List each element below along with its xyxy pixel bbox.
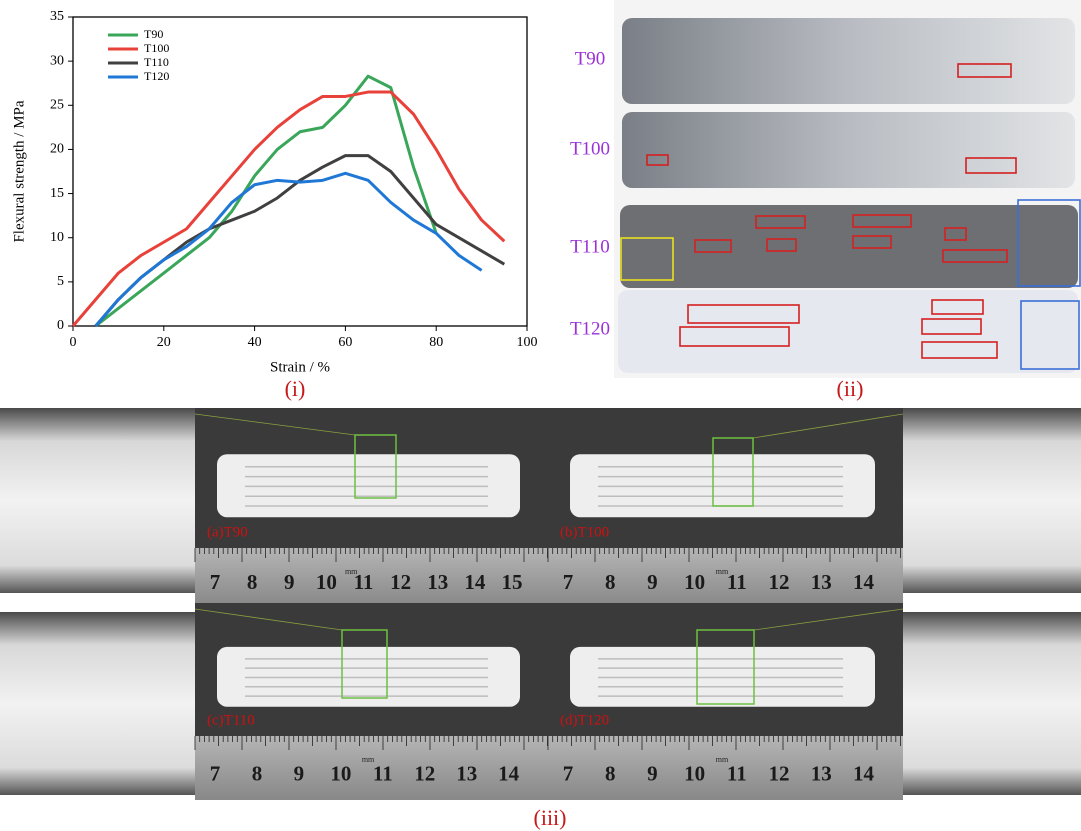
photo-label: (c)T110 [207, 712, 255, 728]
ruler-number: 12 [769, 761, 790, 785]
series-line [94, 171, 483, 327]
x-tick-label: 20 [157, 335, 171, 350]
ruler-number: 10 [684, 570, 705, 594]
defect-boxes [646, 63, 1017, 359]
ruler-number: 8 [247, 570, 258, 594]
ruler-number: 15 [502, 570, 523, 594]
zoom-box [696, 629, 755, 705]
panel-label: (i) [285, 376, 306, 401]
ruler-number: 14 [853, 570, 875, 594]
ruler-number: 9 [294, 761, 305, 785]
sample-strip [620, 205, 1078, 288]
zoom-box [712, 437, 754, 507]
ruler-number: 7 [210, 570, 221, 594]
legend-label: T120 [144, 69, 169, 83]
ruler-number: 10 [330, 761, 351, 785]
ruler-number: 7 [563, 570, 574, 594]
y-tick-label: 0 [57, 318, 64, 333]
highlight-box [620, 237, 674, 281]
ruler-number: 8 [252, 761, 263, 785]
ruler-number: 11 [354, 570, 374, 594]
ruler [548, 736, 903, 800]
ruler-number: 14 [498, 761, 520, 785]
x-tick-label: 80 [429, 335, 443, 350]
ruler-number: 7 [563, 761, 574, 785]
sample-strip [622, 112, 1075, 188]
ruler [548, 548, 903, 606]
ruler-number: 13 [811, 570, 832, 594]
ruler-number: 9 [284, 570, 295, 594]
photo-label: (d)T120 [560, 712, 609, 728]
ruler-number: 11 [373, 761, 393, 785]
ruler-number: 14 [853, 761, 875, 785]
ruler [195, 548, 548, 606]
crop-photo [0, 612, 195, 795]
ruler-number: 8 [605, 761, 616, 785]
zoom-box [354, 434, 397, 499]
crop-photo [0, 408, 195, 593]
ruler-number: 10 [316, 570, 337, 594]
zoom-box [341, 629, 388, 699]
ruler [195, 736, 548, 800]
ruler-unit: mm [345, 567, 358, 576]
x-tick-label: 60 [338, 335, 352, 350]
legend-label: T100 [144, 41, 169, 55]
y-tick-label: 35 [50, 9, 64, 24]
series-line [94, 74, 438, 328]
sample-label: T90 [575, 48, 606, 69]
ruler-number: 13 [456, 761, 477, 785]
y-tick-label: 25 [50, 98, 64, 113]
panel-label: (iii) [534, 805, 567, 830]
sample-label: T110 [570, 236, 609, 257]
highlight-box [1020, 300, 1080, 370]
chart: 0 20 40 60 80 100 0 5 10 15 20 25 30 35 Strain / % Flex… [11, 9, 537, 375]
y-tick-label: 30 [50, 53, 64, 68]
legend-label: T110 [144, 55, 169, 69]
zoom-line [753, 608, 904, 631]
sample-label: T100 [570, 138, 610, 159]
ruler-number: 12 [414, 761, 435, 785]
ruler-unit: mm [716, 567, 729, 576]
x-tick-label: 0 [70, 335, 77, 350]
x-axis-title: Strain / % [270, 359, 330, 375]
y-tick-label: 20 [50, 142, 64, 157]
sample-strip [618, 290, 1078, 373]
ruler-number: 13 [427, 570, 448, 594]
zoom-line [752, 413, 904, 439]
ruler-number: 12 [769, 570, 790, 594]
ruler-number: 9 [647, 570, 658, 594]
x-tick-label: 100 [517, 335, 538, 350]
ruler-number: 7 [210, 761, 221, 785]
y-axis-title: Flexural strength / MPa [11, 100, 27, 242]
zoom-line [194, 608, 343, 631]
zoom-line [194, 413, 356, 436]
ruler-number: 10 [684, 761, 705, 785]
y-tick-label: 10 [50, 230, 64, 245]
plot-frame [72, 16, 528, 327]
ruler-number: 14 [464, 570, 486, 594]
ruler-number: 13 [811, 761, 832, 785]
sample-label: T120 [570, 318, 610, 339]
ruler-number: 11 [727, 570, 747, 594]
photo-panel: (a)T90 mm 7 8 9 10 11 12 13 14 15 (b)T100 mm 7 8 9 10 11 1… [0, 408, 1081, 800]
highlight-box [1017, 199, 1081, 287]
ruler-unit: mm [716, 755, 729, 764]
ruler-number: 8 [605, 570, 616, 594]
y-tick-label: 5 [57, 274, 64, 289]
panel-label: (ii) [837, 376, 864, 401]
y-tick-label: 15 [50, 186, 64, 201]
ruler-unit: mm [362, 755, 375, 764]
ruler-number: 9 [647, 761, 658, 785]
ruler-number: 11 [727, 761, 747, 785]
series-line [71, 90, 506, 327]
crop-photo [903, 408, 1081, 593]
crop-photo [903, 612, 1081, 795]
x-tick-label: 40 [248, 335, 262, 350]
sample-strip [622, 18, 1075, 104]
legend-label: T90 [144, 27, 163, 41]
photo-label: (a)T90 [207, 524, 248, 540]
photo-label: (b)T100 [560, 524, 609, 540]
ruler-number: 12 [390, 570, 411, 594]
